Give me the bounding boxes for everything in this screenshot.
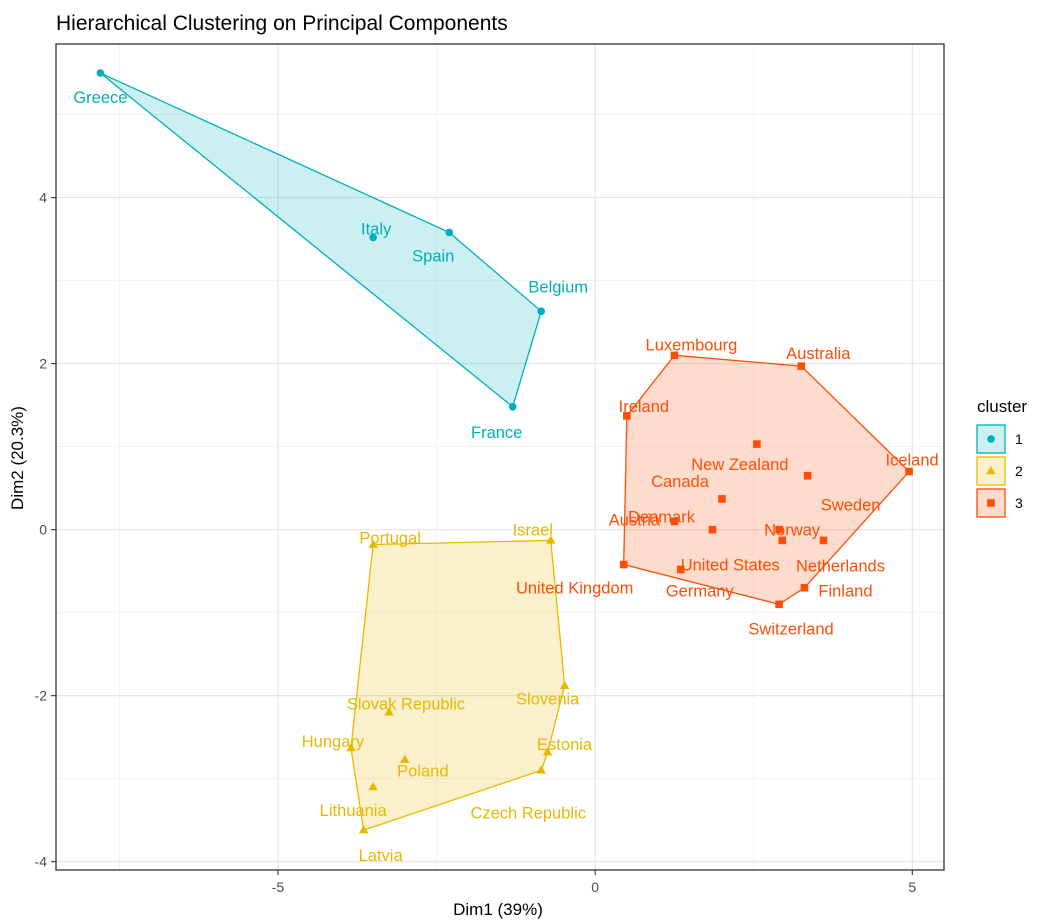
point-iceland <box>905 467 913 476</box>
legend-label-2: 2 <box>1015 463 1023 479</box>
legend-title: cluster <box>977 397 1027 416</box>
label-united-states: United States <box>681 556 780 574</box>
point-netherlands <box>819 536 828 545</box>
label-austria: Austria <box>609 511 661 529</box>
point-israel <box>545 535 556 544</box>
y-tick-label: 0 <box>39 522 47 538</box>
label-spain: Spain <box>412 247 454 265</box>
data-points <box>96 69 913 834</box>
label-poland: Poland <box>397 763 448 781</box>
point-greece <box>96 69 105 77</box>
point-new-zealand <box>753 440 761 448</box>
label-finland: Finland <box>818 583 872 601</box>
point-labels: Greece Italy Spain Belgium France Portugal Isr… <box>73 89 938 865</box>
point-switzerland <box>775 600 783 609</box>
point-australia <box>797 362 806 370</box>
legend-marker-3 <box>987 499 995 507</box>
label-czech-republic: Czech Republic <box>470 804 586 822</box>
label-new-zealand: New Zealand <box>691 456 788 474</box>
point-ireland <box>623 412 631 420</box>
label-belgium: Belgium <box>528 278 588 296</box>
label-latvia: Latvia <box>359 847 404 865</box>
point-austria <box>670 517 679 526</box>
legend-key-3 <box>976 488 1006 518</box>
point-germany <box>676 565 685 574</box>
legend-marker-2 <box>986 466 996 475</box>
cluster-hulls <box>99 72 911 832</box>
label-switzerland: Switzerland <box>748 620 833 638</box>
label-ireland: Ireland <box>619 398 669 416</box>
plot-panel <box>56 44 944 870</box>
label-luxembourg: Luxembourg <box>646 336 738 354</box>
point-latvia <box>358 825 369 834</box>
label-germany: Germany <box>666 582 735 600</box>
y-tick-label: 4 <box>39 190 47 206</box>
point-estonia <box>542 747 553 756</box>
y-tick-label: -2 <box>35 688 48 704</box>
point-poland <box>400 754 410 763</box>
point-hungary <box>346 742 356 752</box>
point-slovenia <box>559 680 570 689</box>
chart-title: Hierarchical Clustering on Principal Com… <box>56 12 508 35</box>
point-slovak-republic <box>384 707 394 716</box>
point-united-states <box>778 536 787 545</box>
label-united-kingdom: United Kingdom <box>516 580 633 598</box>
legend-label-1: 1 <box>1015 431 1023 447</box>
label-denmark: Denmark <box>628 509 696 527</box>
label-netherlands: Netherlands <box>796 557 885 575</box>
legend: 1 2 3 <box>976 424 1023 518</box>
point-united-kingdom <box>619 560 628 569</box>
point-czech-republic <box>536 765 546 774</box>
legend-marker-1 <box>987 435 995 443</box>
point-denmark <box>708 525 717 534</box>
legend-label-3: 3 <box>1015 495 1023 511</box>
label-canada: Canada <box>651 473 710 491</box>
y-tick-label: 2 <box>39 356 47 372</box>
label-hungary: Hungary <box>302 733 365 751</box>
point-italy <box>369 233 377 242</box>
label-lithuania: Lithuania <box>320 802 388 820</box>
point-finland <box>800 583 809 592</box>
point-spain <box>445 228 454 237</box>
y-axis-title: Dim2 (20.3%) <box>8 406 27 510</box>
y-tick-label: -4 <box>35 854 48 870</box>
label-australia: Australia <box>786 345 851 363</box>
label-israel: Israel <box>513 521 553 539</box>
x-axis-title: Dim1 (39%) <box>453 900 543 919</box>
point-lithuania <box>368 781 378 791</box>
label-sweden: Sweden <box>821 497 881 515</box>
point-belgium <box>537 307 546 316</box>
x-tick-label: 0 <box>591 879 599 895</box>
label-estonia: Estonia <box>537 736 593 754</box>
panel-border <box>55 43 945 871</box>
point-sweden <box>803 471 812 480</box>
point-norway <box>775 525 783 534</box>
label-iceland: Iceland <box>886 452 939 470</box>
label-greece: Greece <box>73 89 127 107</box>
label-slovenia: Slovenia <box>516 691 580 709</box>
label-norway: Norway <box>764 522 821 540</box>
axes: -5 0 5 -4 -2 0 2 4 <box>35 43 945 895</box>
cluster-3-hull <box>623 354 911 606</box>
point-luxembourg <box>670 351 679 360</box>
x-tick-label: -5 <box>272 879 285 895</box>
point-portugal <box>368 539 378 548</box>
label-italy: Italy <box>361 220 392 238</box>
point-france <box>508 402 517 411</box>
label-france: France <box>471 424 522 442</box>
label-portugal: Portugal <box>359 530 420 548</box>
label-slovak-republic: Slovak Republic <box>347 695 465 713</box>
x-tick-label: 5 <box>908 879 916 895</box>
point-canada <box>718 495 726 503</box>
